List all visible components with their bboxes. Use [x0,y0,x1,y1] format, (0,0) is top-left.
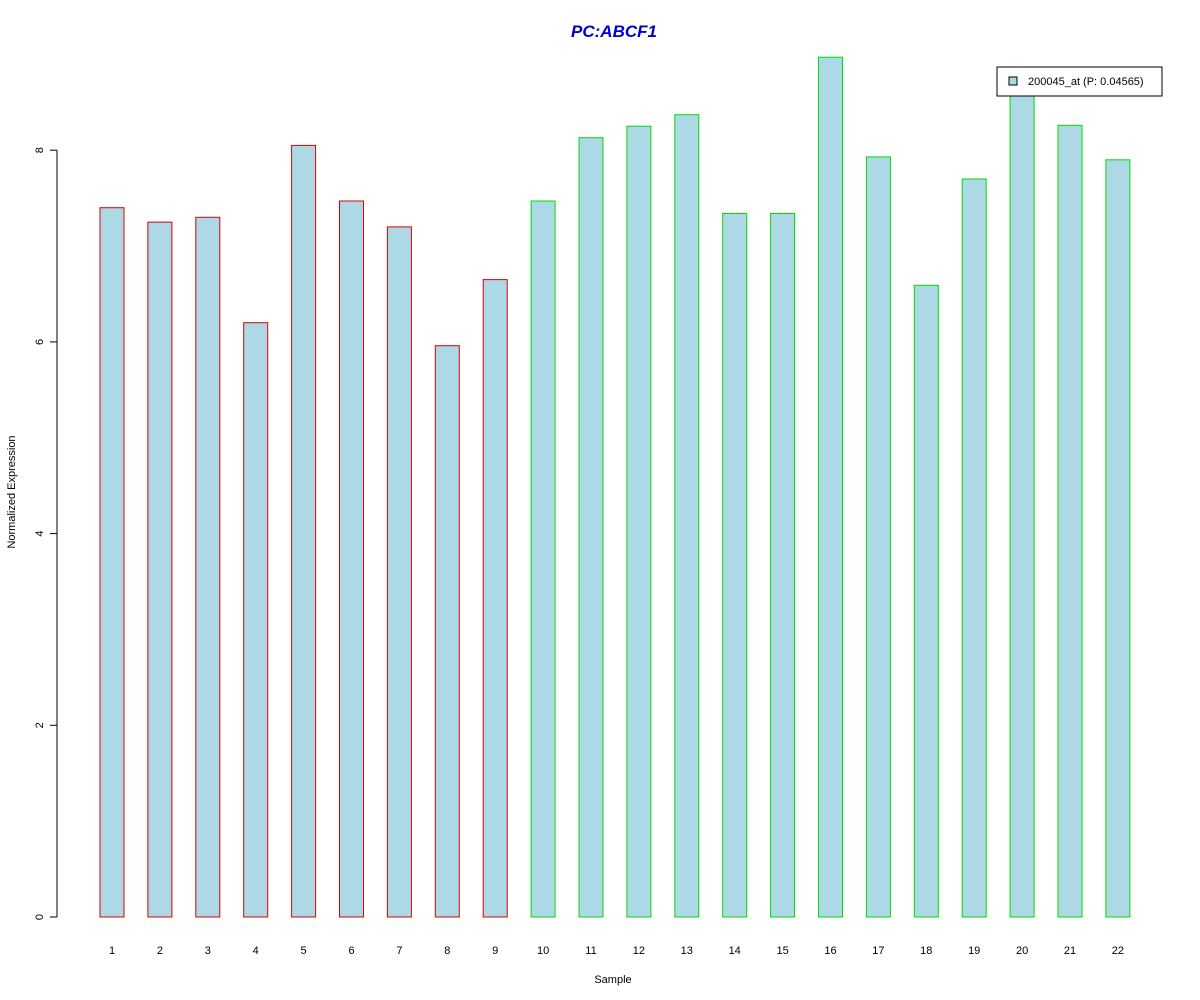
x-axis-label: Sample [594,974,631,986]
x-tick-label: 21 [1064,945,1076,957]
legend-label: 200045_at (P: 0.04565) [1028,76,1144,88]
y-axis: 0 2 4 6 8 [34,147,58,920]
x-tick-label: 18 [920,945,932,957]
bar-sample-7 [386,226,412,918]
x-tick-label: 12 [633,945,645,957]
bar-sample-22 [1105,159,1131,918]
legend: 200045_at (P: 0.04565) [996,66,1163,97]
x-tick-label: 11 [585,945,596,957]
x-tick-label: 9 [492,945,498,957]
x-tick-label: 16 [824,945,836,957]
x-tick-label: 1 [109,945,115,957]
x-tick-label: 15 [776,945,788,957]
bar-sample-15 [770,213,796,918]
legend-swatch [1008,76,1018,86]
x-tick-label: 5 [301,945,307,957]
bar-sample-11 [578,137,604,918]
bar-sample-18 [913,284,939,918]
bar-sample-20 [1009,89,1035,918]
bar-sample-9 [482,279,508,918]
bar-sample-1 [99,207,125,918]
chart-title: PC:ABCF1 [571,22,657,41]
x-tick-label: 13 [681,945,693,957]
x-tick-label: 14 [729,945,741,957]
bar-sample-2 [147,221,173,918]
x-tick-label: 4 [253,945,259,957]
bar-sample-12 [626,125,652,918]
bar-sample-13 [674,114,700,918]
x-tick-label: 7 [396,945,402,957]
x-tick-label: 17 [872,945,884,957]
x-tick-label: 8 [444,945,450,957]
bar-sample-4 [243,322,269,918]
x-tick-label: 19 [968,945,980,957]
x-tick-label: 22 [1112,945,1124,957]
bar-sample-8 [434,345,460,918]
y-tick-label: 6 [34,339,46,345]
x-tick-label: 3 [205,945,211,957]
y-tick-label: 8 [34,147,46,153]
legend-box [996,66,1163,97]
y-tick-label: 0 [34,914,46,920]
y-tick-label: 2 [34,722,46,728]
bar-sample-17 [865,156,891,918]
x-axis: 1 2 3 4 5 6 7 8 9 10 11 12 13 14 15 16 17 18 19 20 21 22 [109,945,1124,957]
bar-sample-10 [530,200,556,918]
y-tick-label: 4 [34,531,46,537]
x-tick-label: 10 [537,945,549,957]
bar-sample-16 [818,56,843,918]
x-tick-label: 20 [1016,945,1028,957]
x-tick-label: 2 [157,945,163,957]
x-tick-label: 6 [348,945,354,957]
y-axis-label: Normalized Expression [6,435,18,548]
bar-sample-19 [961,178,987,918]
bar-sample-6 [339,200,364,918]
bars-group [99,56,1131,918]
bar-sample-14 [722,213,748,918]
bar-sample-21 [1057,124,1083,918]
bar-sample-5 [291,144,317,918]
bar-sample-3 [195,216,221,918]
